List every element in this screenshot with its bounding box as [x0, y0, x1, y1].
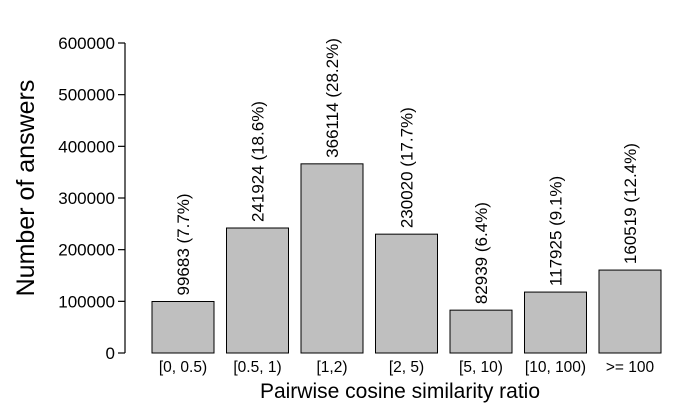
bars-group: [151, 163, 662, 354]
bar-data-label: 230020 (17.7%): [398, 107, 417, 228]
x-tick-label: [1,2): [316, 359, 347, 376]
x-tick-label: [0.5, 1): [233, 359, 281, 376]
bar-data-label: 241924 (18.6%): [249, 101, 268, 222]
x-tick-label: [0, 0.5): [159, 359, 207, 376]
x-axis-title: Pairwise cosine similarity ratio: [260, 380, 540, 403]
y-tick-label: 200000: [58, 241, 115, 260]
y-axis-title: Number of answers: [12, 80, 40, 297]
bar: [226, 227, 289, 354]
bar: [151, 300, 215, 354]
y-axis: 0 100000 200000 300000 400000 500000 600000: [58, 34, 126, 363]
x-tick-labels: [0, 0.5) [0.5, 1) [1,2) [2, 5) [5, 10) [10, 1…: [159, 359, 655, 376]
y-tick-label: 300000: [58, 189, 115, 208]
x-tick-label: [10, 100): [525, 359, 586, 376]
y-tick-label: 400000: [58, 137, 115, 156]
bar-data-label: 99683 (7.7%): [174, 193, 193, 295]
bar-data-label: 117925 (9.1%): [547, 176, 566, 286]
y-tick-label: 500000: [58, 86, 115, 105]
bar: [375, 233, 438, 354]
bar: [598, 269, 662, 354]
bar-data-label: 82939 (6.4%): [472, 202, 491, 304]
bar: [449, 309, 513, 354]
x-tick-label: >= 100: [606, 359, 655, 376]
y-tick-label: 0: [106, 344, 115, 363]
bar: [524, 291, 587, 354]
bar: [300, 163, 364, 354]
bar-data-label: 366114 (28.2%): [323, 38, 342, 158]
bar-data-labels: 99683 (7.7%) 241924 (18.6%) 366114 (28.2%)…: [174, 38, 640, 304]
y-tick-label: 100000: [58, 292, 115, 311]
x-tick-label: [2, 5): [389, 359, 424, 376]
bar-data-label: 160519 (12.4%): [621, 143, 640, 264]
y-tick-label: 600000: [58, 34, 115, 53]
x-tick-label: [5, 10): [459, 359, 503, 376]
